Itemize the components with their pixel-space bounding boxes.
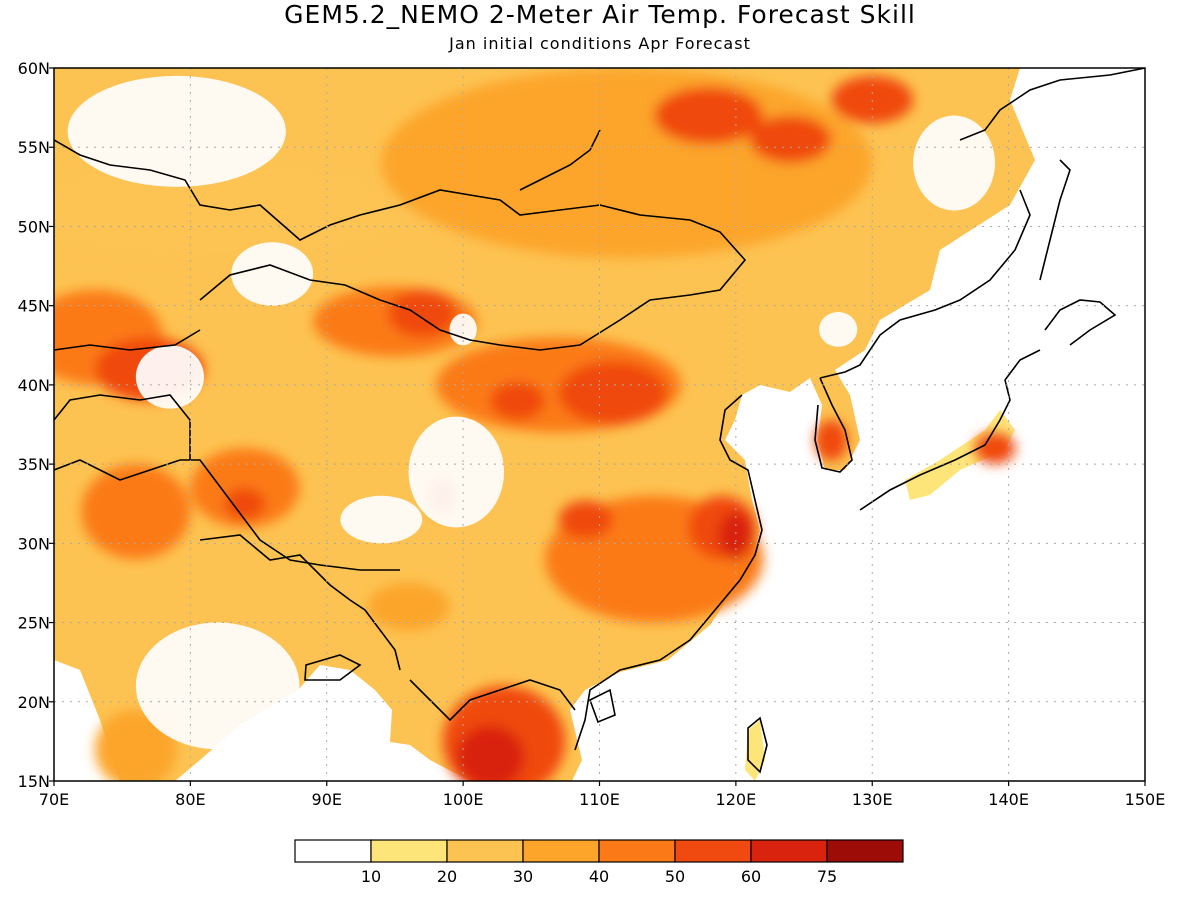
no-skill-region [449, 313, 477, 346]
colorbar-label: 30 [513, 867, 533, 886]
lat-tick-label: 50N [18, 217, 50, 236]
skill-region [974, 432, 1016, 465]
lon-tick-label: 100E [443, 790, 484, 809]
lat-tick-label: 25N [18, 614, 50, 633]
skill-region [749, 115, 832, 164]
lat-tick-label: 30N [18, 534, 50, 553]
skill-region [190, 448, 300, 528]
skill-region [81, 464, 191, 560]
lon-tick-label: 120E [716, 790, 757, 809]
no-skill-region [408, 416, 505, 528]
skill-region [456, 725, 525, 781]
colorbar-swatch [598, 839, 676, 863]
colorbar-swatch [674, 839, 752, 863]
colorbar-label: 75 [817, 867, 837, 886]
land-japan [905, 410, 1015, 500]
lon-tick-label: 150E [1125, 790, 1166, 809]
skill-region [831, 75, 914, 124]
skill-region [558, 500, 614, 539]
colorbar-swatch [826, 839, 904, 863]
lat-tick-label: 40N [18, 376, 50, 395]
lat-tick-label: 20N [18, 693, 50, 712]
colorbar: 10 20 30 40 50 60 75 [294, 839, 904, 886]
colorbar-label: 60 [741, 867, 761, 886]
colorbar-swatch [370, 839, 448, 863]
coastlines [54, 68, 1145, 774]
no-skill-region [67, 75, 286, 187]
lon-tick-label: 90E [312, 790, 342, 809]
no-skill-region [135, 622, 300, 750]
no-skill-region [135, 345, 205, 409]
skill-region [490, 381, 545, 420]
map-title: GEM5.2_NEMO 2-Meter Air Temp. Forecast S… [284, 0, 916, 29]
colorbar-label: 10 [361, 867, 381, 886]
no-skill-region [340, 495, 423, 544]
colorbar-swatch [446, 839, 524, 863]
skill-region [718, 511, 754, 560]
lat-tick-label: 55N [18, 138, 50, 157]
no-skill-region [819, 312, 858, 347]
colorbar-label: 50 [665, 867, 685, 886]
skill-region [224, 487, 266, 520]
colorbar-swatch [294, 839, 372, 863]
lon-tick-label: 140E [988, 790, 1029, 809]
lon-tick-label: 80E [175, 790, 205, 809]
colorbar-swatch [750, 839, 828, 863]
lat-tick-label: 15N [18, 772, 50, 791]
skill-region [558, 361, 668, 425]
grid-lines [54, 68, 1145, 781]
no-skill-region [913, 115, 995, 211]
land-taiwan [745, 720, 765, 781]
lon-tick-label: 130E [852, 790, 893, 809]
skill-region [654, 87, 764, 145]
lat-tick-label: 35N [18, 455, 50, 474]
lat-tick-label: 45N [18, 297, 50, 316]
skill-region [367, 582, 450, 631]
colorbar-label: 20 [437, 867, 457, 886]
lon-tick-label: 70E [39, 790, 69, 809]
lat-tick-label: 60N [18, 59, 50, 78]
skill-region [381, 68, 873, 259]
colorbar-label: 40 [589, 867, 609, 886]
lon-tick-label: 110E [579, 790, 620, 809]
no-skill-region [231, 242, 314, 306]
skill-region [388, 289, 457, 338]
map-subtitle: Jan initial conditions Apr Forecast [449, 34, 751, 53]
colorbar-swatch [522, 839, 600, 863]
skill-region [814, 419, 848, 461]
